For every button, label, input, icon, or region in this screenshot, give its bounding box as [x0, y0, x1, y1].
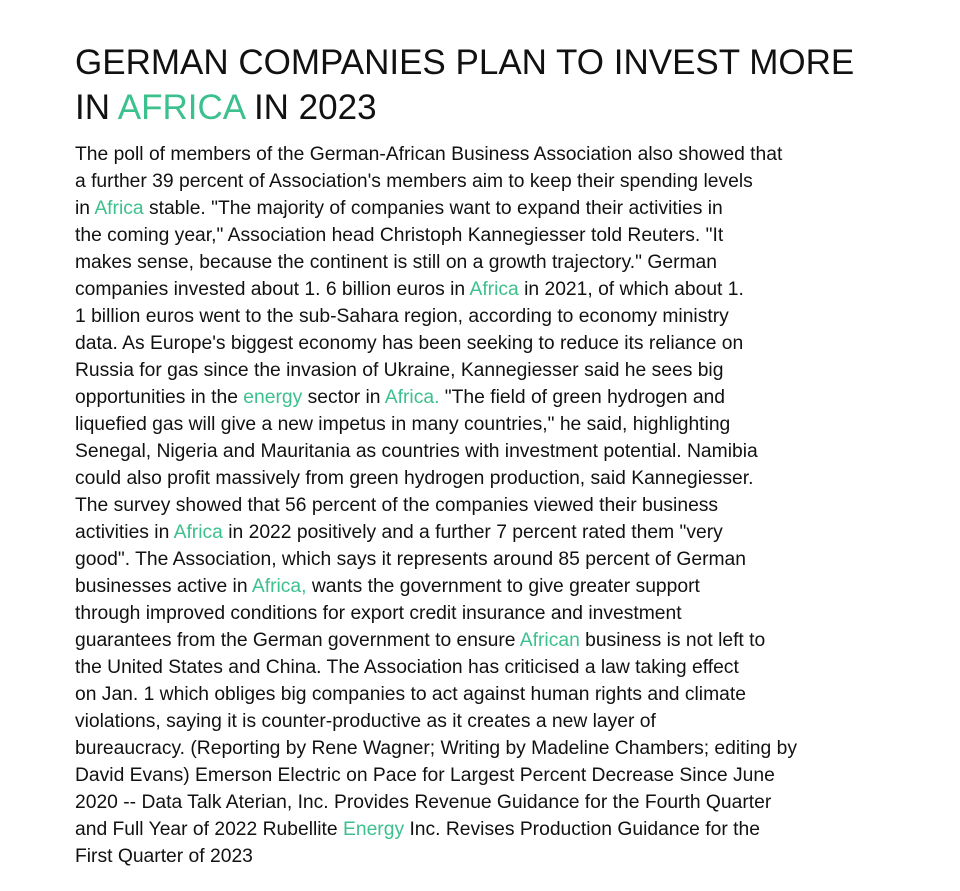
body-line: the coming year," Association head Chris… [75, 222, 905, 249]
headline-line: IN AFRICA IN 2023 [75, 85, 905, 130]
text-segment: The poll of members of the German-Africa… [75, 144, 783, 165]
body-line: Russia for gas since the invasion of Ukr… [75, 357, 905, 384]
body-line: 1 billion euros went to the sub-Sahara r… [75, 303, 905, 330]
text-segment: The survey showed that 56 percent of the… [75, 495, 719, 516]
body-line: companies invested about 1. 6 billion eu… [75, 276, 905, 303]
body-line: on Jan. 1 which obliges big companies to… [75, 681, 905, 708]
text-segment: opportunities in the [75, 387, 244, 408]
body-line: violations, saying it is counter-product… [75, 708, 905, 735]
text-segment: activities in [75, 522, 174, 543]
body-line: opportunities in the energy sector in Af… [75, 384, 905, 411]
body-line: activities in Africa in 2022 positively … [75, 519, 905, 546]
text-segment: companies invested about 1. 6 billion eu… [75, 279, 470, 300]
body-line: data. As Europe's biggest economy has be… [75, 330, 905, 357]
text-segment: business is not left to [579, 630, 766, 651]
text-segment: in 2022 positively and a further 7 perce… [222, 522, 723, 543]
text-segment: First Quarter of 2023 [75, 846, 253, 867]
text-segment: makes sense, because the continent is st… [75, 252, 718, 273]
text-segment: Senegal, Nigeria and Mauritania as count… [75, 441, 758, 462]
body-line: Senegal, Nigeria and Mauritania as count… [75, 438, 905, 465]
body-line: makes sense, because the continent is st… [75, 249, 905, 276]
article-body: The poll of members of the German-Africa… [75, 141, 905, 870]
body-line: in Africa stable. "The majority of compa… [75, 195, 905, 222]
text-segment: "The field of green hydrogen and [439, 387, 726, 408]
body-line: The survey showed that 56 percent of the… [75, 492, 905, 519]
text-segment: on Jan. 1 which obliges big companies to… [75, 684, 746, 705]
body-line: a further 39 percent of Association's me… [75, 168, 905, 195]
text-segment: the United States and China. The Associa… [75, 657, 739, 678]
text-segment: in [75, 198, 95, 219]
text-segment: could also profit massively from green h… [75, 468, 754, 489]
text-segment: liquefied gas will give a new impetus in… [75, 414, 731, 435]
text-segment: guarantees from the German government to… [75, 630, 520, 651]
highlighted-keyword-link[interactable]: Africa [173, 522, 223, 543]
text-segment: in 2021, of which about 1. [518, 279, 744, 300]
text-segment: businesses active in [75, 576, 252, 597]
highlighted-keyword-link[interactable]: Africa, [251, 576, 307, 597]
text-segment: stable. "The majority of companies want … [143, 198, 723, 219]
headline-line: GERMAN COMPANIES PLAN TO INVEST MORE [75, 40, 905, 85]
body-line: the United States and China. The Associa… [75, 654, 905, 681]
headline: GERMAN COMPANIES PLAN TO INVEST MORE IN A… [75, 40, 905, 130]
text-segment: data. As Europe's biggest economy has be… [75, 333, 744, 354]
text-segment: 2020 -- Data Talk Aterian, Inc. Provides… [75, 792, 772, 813]
body-line: 2020 -- Data Talk Aterian, Inc. Provides… [75, 789, 905, 816]
highlighted-keyword-link[interactable]: Africa [469, 279, 519, 300]
text-segment: good". The Association, which says it re… [75, 549, 746, 570]
text-segment: wants the government to give greater sup… [306, 576, 700, 597]
text-segment: violations, saying it is counter-product… [75, 711, 656, 732]
body-line: businesses active in Africa, wants the g… [75, 573, 905, 600]
text-segment: 1 billion euros went to the sub-Sahara r… [75, 306, 729, 327]
highlighted-keyword-link[interactable]: Africa [94, 198, 144, 219]
body-line: could also profit massively from green h… [75, 465, 905, 492]
body-line: guarantees from the German government to… [75, 627, 905, 654]
text-segment: a further 39 percent of Association's me… [75, 171, 753, 192]
highlighted-keyword-link[interactable]: AFRICA [117, 88, 245, 127]
body-line: good". The Association, which says it re… [75, 546, 905, 573]
text-segment: the coming year," Association head Chris… [75, 225, 724, 246]
text-segment: Inc. Revises Production Guidance for the [404, 819, 760, 840]
body-line: through improved conditions for export c… [75, 600, 905, 627]
text-segment: IN 2023 [244, 88, 377, 127]
text-segment: sector in [302, 387, 385, 408]
text-segment: bureaucracy. (Reporting by Rene Wagner; … [75, 738, 797, 759]
text-segment: David Evans) Emerson Electric on Pace fo… [75, 765, 775, 786]
body-line: David Evans) Emerson Electric on Pace fo… [75, 762, 905, 789]
highlighted-keyword-link[interactable]: African [519, 630, 580, 651]
highlighted-keyword-link[interactable]: energy [243, 387, 303, 408]
text-segment: IN [75, 88, 118, 127]
text-segment: and Full Year of 2022 Rubellite [75, 819, 343, 840]
body-line: and Full Year of 2022 Rubellite Energy I… [75, 816, 905, 843]
body-line: bureaucracy. (Reporting by Rene Wagner; … [75, 735, 905, 762]
body-line: First Quarter of 2023 [75, 843, 905, 870]
text-segment: through improved conditions for export c… [75, 603, 682, 624]
body-line: The poll of members of the German-Africa… [75, 141, 905, 168]
article: GERMAN COMPANIES PLAN TO INVEST MORE IN A… [75, 40, 905, 870]
text-segment: GERMAN COMPANIES PLAN TO INVEST MORE [75, 43, 855, 82]
body-line: liquefied gas will give a new impetus in… [75, 411, 905, 438]
text-segment: Russia for gas since the invasion of Ukr… [75, 360, 724, 381]
highlighted-keyword-link[interactable]: Energy [343, 819, 405, 840]
highlighted-keyword-link[interactable]: Africa. [384, 387, 440, 408]
